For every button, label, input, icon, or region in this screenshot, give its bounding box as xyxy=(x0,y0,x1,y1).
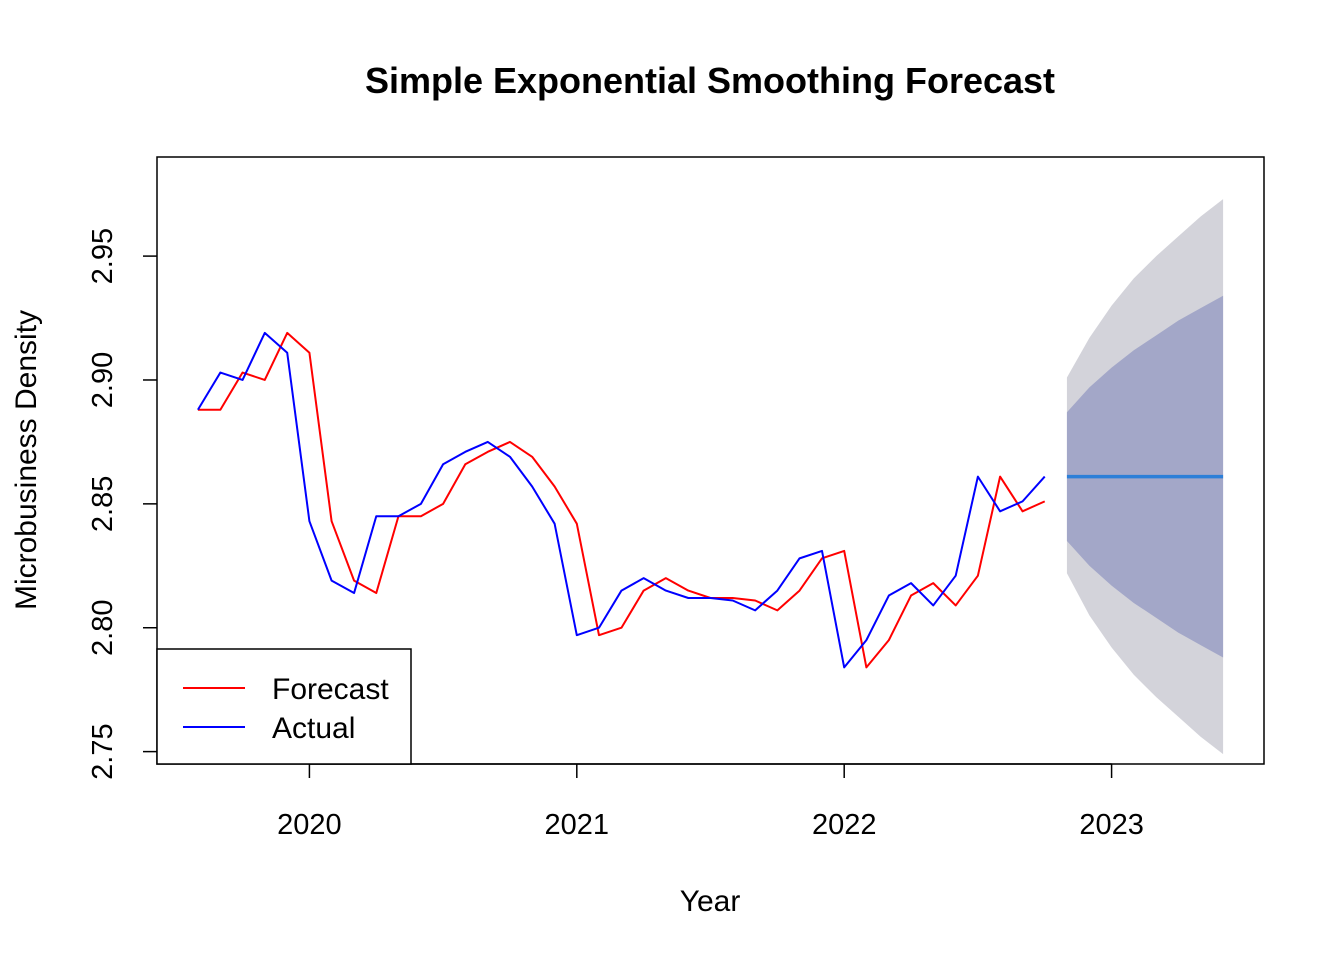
x-tick-label: 2021 xyxy=(545,809,610,841)
legend-box xyxy=(156,648,412,765)
y-tick-label: 2.80 xyxy=(87,600,119,656)
y-axis: 2.75 2.80 2.85 2.90 2.95 xyxy=(87,228,157,780)
legend-label-forecast: Forecast xyxy=(272,673,389,706)
y-axis-label: Microbusiness Density xyxy=(10,310,43,610)
x-tick-label: 2020 xyxy=(277,809,342,841)
y-tick-label: 2.85 xyxy=(87,476,119,532)
x-tick-label: 2022 xyxy=(812,809,877,841)
x-tick-label: 2023 xyxy=(1079,809,1144,841)
chart-title: Simple Exponential Smoothing Forecast xyxy=(365,60,1055,101)
y-tick-label: 2.75 xyxy=(87,723,119,779)
series-lines xyxy=(197,331,1224,669)
y-tick-label: 2.95 xyxy=(87,228,119,284)
legend-label-actual: Actual xyxy=(272,712,355,745)
x-axis-label: Year xyxy=(680,885,741,918)
series-line-actual xyxy=(197,331,1046,669)
y-tick-label: 2.90 xyxy=(87,352,119,408)
series-line-forecast xyxy=(197,331,1046,669)
x-axis: 2020 2021 2022 2023 xyxy=(277,763,1144,841)
legend: Forecast Actual xyxy=(156,648,412,765)
